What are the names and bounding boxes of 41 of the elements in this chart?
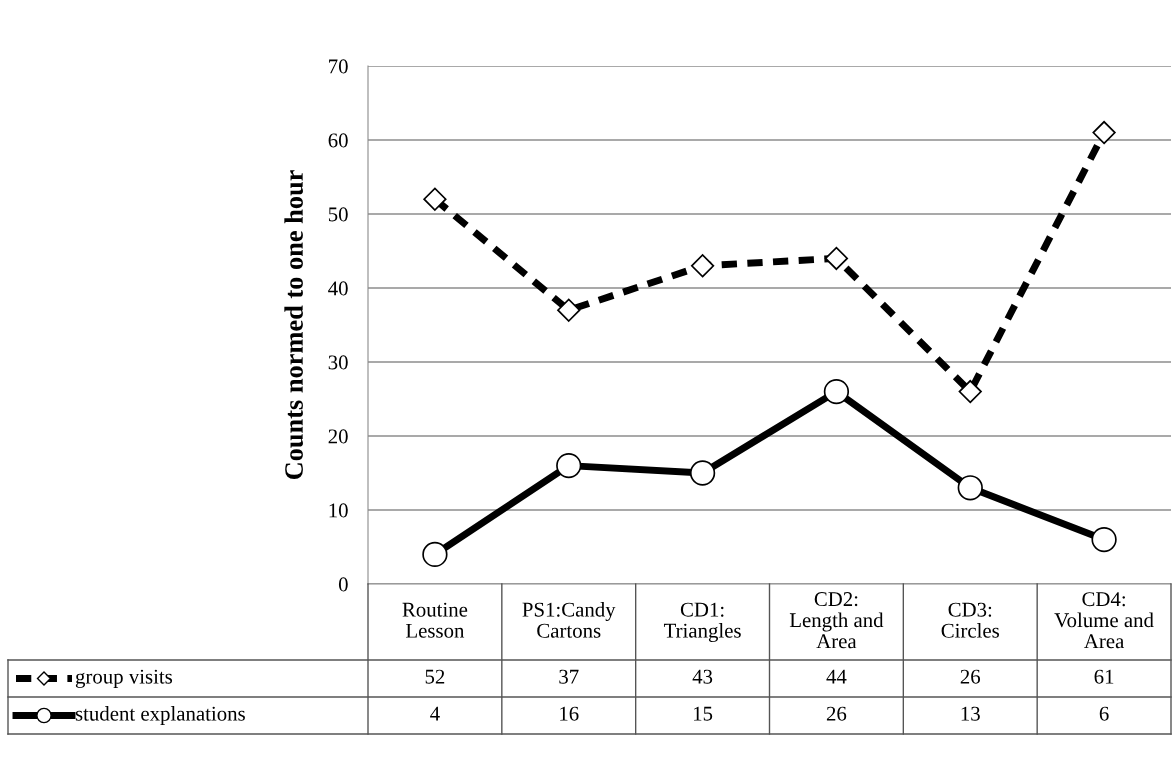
data-label: 15 (694, 706, 713, 721)
y-tick-label: 0 (338, 577, 348, 592)
point (1091, 526, 1117, 553)
y-tick-label: 40 (328, 281, 348, 296)
point (1092, 120, 1116, 145)
x-tick-label: CD4: Volume and Area (1054, 592, 1154, 649)
data-label: 13 (961, 706, 980, 721)
point (958, 379, 982, 404)
data-label: 52 (425, 669, 445, 684)
data-label: 6 (1099, 706, 1109, 721)
x-tick-label: CD3: Circles (941, 602, 999, 638)
legend-label: group visits (75, 669, 173, 688)
data-label: 61 (1094, 669, 1114, 684)
y-tick-label: 10 (329, 503, 348, 518)
point (689, 460, 716, 486)
x-tick-label: PS1:Candy Cartons (522, 601, 616, 638)
point (422, 541, 448, 568)
point (423, 187, 447, 211)
point (557, 298, 581, 322)
y-tick-label: 70 (329, 59, 348, 74)
data-label: 26 (960, 669, 981, 684)
data-label: 26 (826, 706, 847, 721)
y-tick-label: 20 (328, 429, 348, 444)
point (556, 452, 582, 479)
x-tick-label: CD2: Length and Area (789, 592, 884, 649)
data-label: 16 (560, 706, 579, 721)
data-label: 43 (692, 669, 713, 684)
point (823, 378, 850, 405)
x-tick-label: CD1: Triangles (663, 602, 741, 643)
y-axis-title: Counts normed to one hour (284, 170, 303, 480)
point (690, 254, 715, 278)
y-tick-label: 30 (328, 355, 348, 370)
point (824, 246, 849, 271)
data-label: 44 (826, 669, 847, 684)
x-tick-label: Routine Lesson (402, 602, 468, 638)
point (957, 475, 983, 501)
data-label: 37 (559, 669, 579, 684)
y-tick-label: 50 (328, 207, 348, 222)
data-label: 4 (430, 706, 440, 721)
legend-label: student explanations (75, 706, 245, 725)
y-tick-label: 60 (328, 133, 348, 148)
